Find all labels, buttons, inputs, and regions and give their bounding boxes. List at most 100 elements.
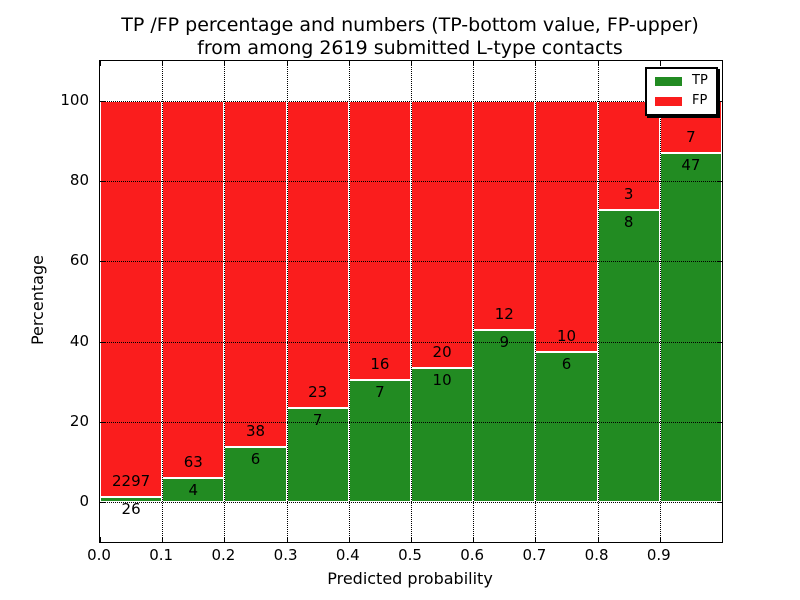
x-tick-mark xyxy=(473,61,475,66)
bar-tp-segment xyxy=(473,330,536,502)
chart-title-line2: from among 2619 submitted L-type contact… xyxy=(197,37,623,59)
tp-count-label: 6 xyxy=(250,450,261,469)
fp-count-label: 63 xyxy=(183,452,203,471)
tp-count-label: 4 xyxy=(188,480,199,499)
y-tick-mark xyxy=(100,101,105,103)
legend-label: TP xyxy=(692,73,708,88)
tp-count-label: 6 xyxy=(561,354,572,373)
legend-entry: FP xyxy=(655,94,708,108)
x-tick-mark xyxy=(722,61,723,66)
x-tick-label: 0.4 xyxy=(335,546,360,564)
chart-title-line1: TP /FP percentage and numbers (TP-bottom… xyxy=(121,14,699,36)
fp-count-label: 12 xyxy=(494,305,514,324)
bar-fp-segment xyxy=(535,101,598,352)
v-gridline xyxy=(286,61,288,542)
y-tick-mark xyxy=(717,101,722,103)
x-tick-label: 0.0 xyxy=(87,546,111,564)
tp-count-label: 7 xyxy=(375,382,385,401)
tp-count-label: 7 xyxy=(312,411,323,430)
legend-entry: TP xyxy=(655,74,708,88)
y-tick-mark xyxy=(100,501,105,503)
y-tick-label: 80 xyxy=(69,171,89,190)
y-tick-mark xyxy=(717,341,722,343)
fp-count-label: 10 xyxy=(556,326,577,345)
x-tick-mark xyxy=(659,61,661,66)
legend: TP FP xyxy=(645,67,718,116)
bar-fp-segment xyxy=(224,101,287,448)
x-tick-label: 0.5 xyxy=(398,546,422,564)
y-tick-mark xyxy=(100,181,105,183)
y-tick-label: 20 xyxy=(69,411,89,430)
fp-count-label: 23 xyxy=(308,383,328,402)
x-tick-mark xyxy=(224,61,226,66)
legend-swatch-tp xyxy=(655,76,682,86)
fp-count-label: 20 xyxy=(432,343,452,362)
y-axis-label: Percentage xyxy=(28,255,47,346)
y-tick-mark xyxy=(717,261,722,263)
v-gridline xyxy=(224,61,226,542)
bar-fp-segment xyxy=(100,101,163,498)
y-tick-label: 100 xyxy=(60,91,89,110)
legend-swatch-fp xyxy=(655,96,682,106)
bar-tp-segment xyxy=(224,447,287,502)
v-gridline xyxy=(597,61,599,542)
y-tick-mark xyxy=(100,341,105,343)
h-gridline xyxy=(100,181,722,183)
tp-count-label: 9 xyxy=(499,333,510,352)
fp-count-label: 7 xyxy=(686,128,696,147)
tp-count-label: 10 xyxy=(432,371,452,390)
x-tick-mark xyxy=(535,537,537,542)
x-axis-label: Predicted probability xyxy=(327,569,493,588)
bar-tp-segment xyxy=(100,497,163,502)
y-tick-mark xyxy=(717,421,722,423)
x-tick-label: 0.6 xyxy=(460,546,485,564)
x-tick-mark xyxy=(659,537,661,542)
x-tick-mark xyxy=(722,537,723,542)
v-gridline xyxy=(411,61,412,542)
bar-fp-segment xyxy=(473,101,536,331)
bar-fp-segment xyxy=(348,101,411,380)
fp-count-label: 16 xyxy=(370,354,390,373)
bar-fp-segment xyxy=(286,101,349,409)
x-tick-mark xyxy=(100,537,101,542)
bar-fp-segment xyxy=(411,101,474,369)
tp-count-label: 47 xyxy=(681,156,701,175)
fp-count-label: 2297 xyxy=(112,472,151,491)
x-tick-mark xyxy=(535,61,537,66)
h-gridline xyxy=(100,421,722,423)
x-tick-mark xyxy=(411,537,412,542)
y-tick-label: 60 xyxy=(69,251,89,270)
bar-tp-segment xyxy=(597,210,660,502)
axes: 2297 26 63 4 38 6 23 7 16 7 20 10 12 9 10 6 3 8 7 47 xyxy=(99,60,723,543)
v-gridline xyxy=(659,61,661,542)
x-tick-mark xyxy=(597,537,599,542)
x-tick-mark xyxy=(597,61,599,66)
x-tick-mark xyxy=(286,61,288,66)
h-gridline xyxy=(100,501,722,503)
x-tick-mark xyxy=(473,537,475,542)
x-tick-mark xyxy=(286,537,288,542)
tp-count-label: 8 xyxy=(623,213,634,232)
x-tick-label: 0.1 xyxy=(149,546,174,564)
v-gridline xyxy=(535,61,537,542)
x-tick-mark xyxy=(224,537,226,542)
fp-count-label: 3 xyxy=(623,185,634,204)
x-tick-mark xyxy=(411,61,412,66)
y-tick-mark xyxy=(100,421,105,423)
h-gridline xyxy=(100,261,722,263)
y-tick-label: 40 xyxy=(69,331,89,350)
x-tick-mark xyxy=(100,61,101,66)
x-tick-label: 0.9 xyxy=(646,546,671,564)
bar-fp-segment xyxy=(162,101,225,478)
x-tick-mark xyxy=(162,537,164,542)
y-tick-label: 0 xyxy=(79,491,89,510)
y-tick-mark xyxy=(100,261,105,263)
x-tick-mark xyxy=(348,537,350,542)
y-tick-mark xyxy=(717,181,722,183)
bar-tp-segment xyxy=(535,351,598,502)
h-gridline xyxy=(100,101,722,103)
fp-count-label: 38 xyxy=(245,422,266,441)
tp-count-label: 26 xyxy=(121,500,141,519)
h-gridline xyxy=(100,341,722,343)
